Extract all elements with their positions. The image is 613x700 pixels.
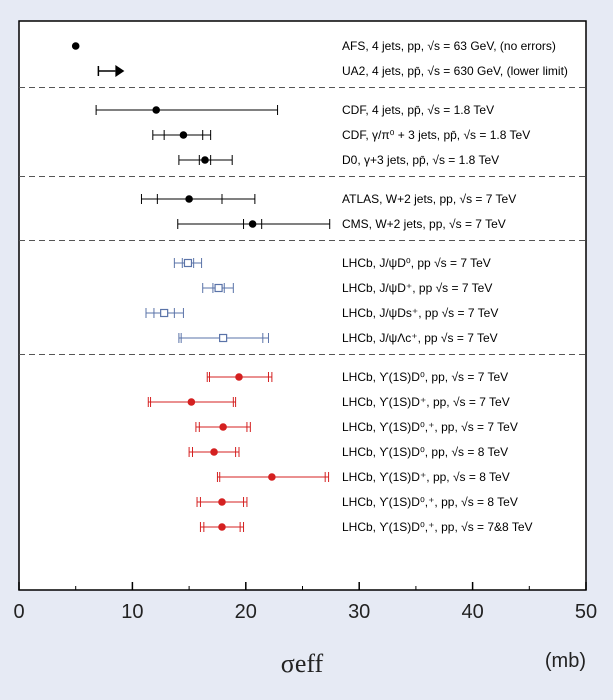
measurement-row: [178, 155, 233, 165]
measurement-label: LHCb, J/ψDs⁺, pp √s = 7 TeV: [342, 306, 498, 320]
data-point: [183, 258, 193, 268]
measurement-row: [177, 219, 331, 229]
data-point: [160, 308, 169, 318]
data-point: [268, 473, 276, 481]
measurement-label: LHCb, ϒ(1S)D⁺, pp, √s = 7 TeV: [342, 395, 510, 409]
lower-limit-arrow: [115, 65, 125, 77]
measurement-label: LHCb, ϒ(1S)D⁰,⁺, pp, √s = 8 TeV: [342, 495, 518, 509]
data-point: [210, 448, 218, 456]
group-dividers: [19, 87, 586, 355]
x-tick-label: 10: [121, 601, 143, 623]
x-tick-label: 40: [461, 601, 483, 623]
measurement-label: ATLAS, W+2 jets, pp, √s = 7 TeV: [342, 192, 516, 206]
measurement-row: [216, 472, 330, 482]
x-axis-label: σeff: [281, 649, 324, 678]
measurement-label: LHCb, ϒ(1S)D⁰, pp, √s = 8 TeV: [342, 445, 508, 459]
measurement-label: LHCb, J/ψD⁺, pp √s = 7 TeV: [342, 281, 492, 295]
measurement-row: [140, 194, 256, 204]
data-point: [179, 131, 188, 139]
measurement-row: [206, 372, 273, 382]
measurement-label: CMS, W+2 jets, pp, √s = 7 TeV: [342, 217, 506, 231]
measurement-row: [195, 422, 251, 432]
data-point: [219, 423, 227, 431]
measurement-label: UA2, 4 jets, pp̄, √s = 630 GeV, (lower l…: [342, 64, 568, 78]
data-point: [214, 283, 223, 293]
data-point: [185, 195, 193, 203]
measurement-row: [188, 447, 240, 457]
data-point: [218, 523, 226, 531]
measurement-row: [95, 105, 279, 115]
data-marks: [71, 42, 331, 532]
x-tick-label: 0: [13, 601, 24, 623]
data-point: [152, 106, 161, 114]
measurement-row: [97, 65, 125, 77]
x-tick-label: 50: [575, 601, 597, 623]
x-axis-unit: (mb): [545, 650, 586, 672]
measurement-row: [202, 283, 234, 293]
plot-frame: [18, 20, 587, 591]
measurement-row: [196, 497, 248, 507]
x-axis: 0 10 20 30 40 50: [13, 582, 597, 623]
data-point: [187, 398, 196, 406]
measurement-label: LHCb, ϒ(1S)D⁰,⁺, pp, √s = 7 TeV: [342, 420, 518, 434]
measurement-label: CDF, γ/π⁰ + 3 jets, pp̄, √s = 1.8 TeV: [342, 128, 530, 142]
data-point: [219, 333, 228, 343]
data-point: [201, 156, 209, 164]
measurement-row: [71, 42, 80, 50]
data-point: [71, 42, 80, 50]
measurement-row: [147, 397, 237, 407]
measurement-label: D0, γ+3 jets, pp̄, √s = 1.8 TeV: [342, 153, 499, 167]
measurement-row: [152, 130, 212, 140]
measurement-label: LHCb, ϒ(1S)D⁰,⁺, pp, √s = 7&8 TeV: [342, 520, 533, 534]
x-tick-label: 20: [235, 601, 257, 623]
measurement-label: LHCb, J/ψΛc⁺, pp √s = 7 TeV: [342, 331, 498, 345]
measurement-row: [178, 333, 269, 343]
measurement-label: LHCb, ϒ(1S)D⁰, pp, √s = 7 TeV: [342, 370, 508, 384]
data-point: [235, 373, 243, 381]
measurement-row: [173, 258, 203, 268]
x-tick-label: 30: [348, 601, 370, 623]
measurement-labels: AFS, 4 jets, pp, √s = 63 GeV, (no errors…: [342, 39, 568, 534]
measurement-label: CDF, 4 jets, pp̄, √s = 1.8 TeV: [342, 103, 494, 117]
measurement-label: LHCb, J/ψD⁰, pp √s = 7 TeV: [342, 256, 491, 270]
measurement-label: AFS, 4 jets, pp, √s = 63 GeV, (no errors…: [342, 39, 556, 53]
measurement-label: LHCb, ϒ(1S)D⁺, pp, √s = 8 TeV: [342, 470, 510, 484]
data-point: [218, 498, 226, 506]
data-point: [248, 220, 257, 228]
measurement-row: [199, 522, 245, 532]
measurement-row: [145, 308, 184, 318]
